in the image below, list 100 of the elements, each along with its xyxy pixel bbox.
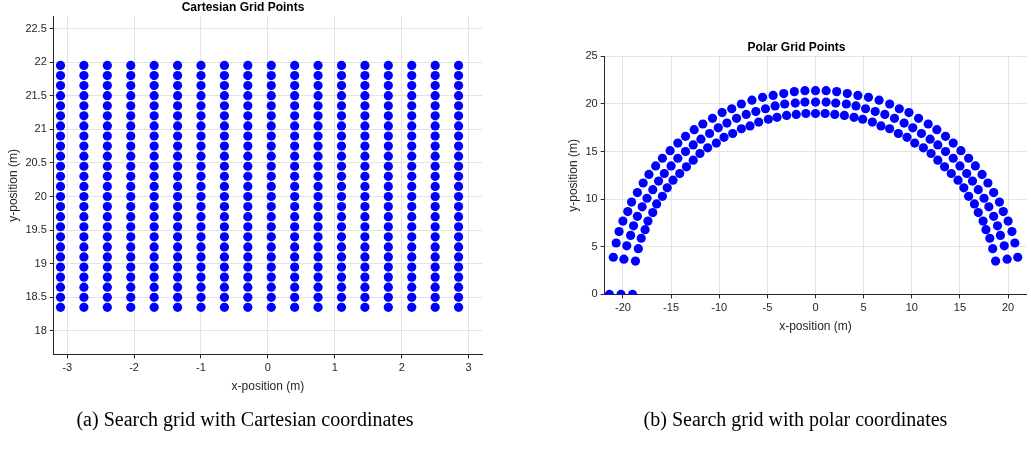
point [933, 140, 943, 150]
point [741, 109, 751, 120]
point [79, 81, 89, 91]
point [79, 101, 89, 111]
point [149, 181, 159, 192]
point [360, 292, 370, 302]
point [453, 171, 464, 181]
point [336, 70, 347, 81]
point [266, 161, 276, 171]
point [1010, 238, 1020, 248]
point [336, 81, 347, 91]
point [946, 168, 956, 179]
point [939, 162, 950, 172]
point [360, 101, 370, 111]
point [219, 151, 230, 161]
point [126, 70, 136, 81]
point [383, 131, 393, 141]
point [126, 151, 136, 161]
point [453, 232, 464, 242]
point [628, 221, 639, 231]
point [196, 242, 206, 252]
point [713, 123, 723, 133]
point [196, 60, 206, 71]
point [782, 110, 792, 121]
point [383, 272, 393, 282]
point [863, 92, 874, 102]
point [126, 232, 136, 242]
point [407, 272, 417, 282]
point [172, 292, 183, 302]
point [904, 107, 914, 118]
point [967, 176, 978, 186]
point [243, 242, 253, 252]
point [407, 91, 417, 101]
point [102, 81, 112, 91]
point [102, 242, 112, 252]
point [219, 91, 230, 101]
point [219, 60, 230, 71]
point [695, 148, 705, 159]
point [219, 242, 230, 252]
point [55, 252, 66, 262]
point [290, 232, 300, 242]
point [407, 141, 417, 151]
point [290, 181, 300, 192]
point [126, 302, 136, 312]
point [55, 232, 66, 242]
point [196, 91, 206, 101]
point [55, 81, 66, 91]
point [430, 161, 440, 171]
point [810, 86, 821, 96]
point [948, 138, 958, 148]
point [290, 292, 300, 302]
x-tick-label: 0 [264, 361, 271, 374]
point [313, 242, 323, 252]
point [841, 99, 851, 109]
point [407, 70, 417, 81]
point [876, 121, 886, 131]
point [705, 128, 715, 139]
point [79, 70, 89, 81]
point [983, 178, 993, 188]
point [747, 95, 757, 105]
point [932, 125, 942, 135]
point [243, 81, 253, 91]
point [336, 242, 347, 252]
point [290, 131, 300, 141]
point [1002, 254, 1012, 264]
point [149, 151, 159, 161]
point [407, 201, 417, 212]
point [336, 272, 347, 282]
point [626, 230, 636, 240]
point [102, 201, 112, 212]
point [360, 272, 370, 282]
point [219, 131, 230, 141]
point [243, 262, 253, 272]
point [453, 121, 464, 131]
point [55, 121, 66, 131]
point [313, 181, 323, 192]
point [717, 107, 727, 118]
point [219, 201, 230, 212]
point [102, 181, 112, 192]
point [196, 292, 206, 302]
point [79, 302, 89, 312]
point [648, 185, 658, 195]
point [336, 60, 347, 71]
point [940, 147, 951, 157]
point [643, 216, 653, 226]
point [126, 292, 136, 302]
point [632, 187, 642, 198]
point [988, 244, 998, 254]
point [149, 121, 159, 131]
point [360, 232, 370, 242]
point [126, 262, 136, 272]
point [644, 169, 654, 180]
point [800, 86, 810, 96]
point [430, 121, 440, 131]
point [336, 292, 347, 302]
point [149, 101, 159, 111]
point [219, 181, 230, 192]
point [336, 191, 347, 202]
y-axis-title: y-position (m) [5, 149, 20, 222]
point [430, 131, 440, 141]
